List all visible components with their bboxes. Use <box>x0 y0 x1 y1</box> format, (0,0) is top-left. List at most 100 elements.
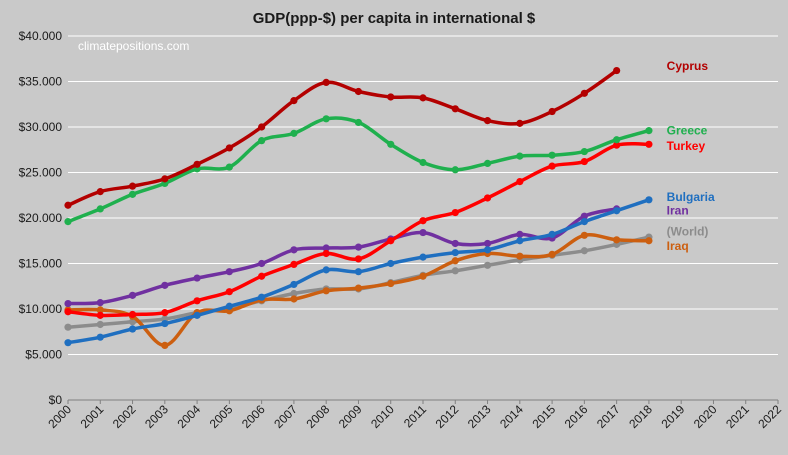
data-point-world <box>128 318 137 326</box>
data-point-turkey <box>161 309 169 317</box>
data-point-iran <box>161 281 169 289</box>
data-point-bulgaria <box>225 302 233 310</box>
data-point-iraq <box>161 341 169 349</box>
data-point-iran <box>419 228 427 237</box>
data-point-cyprus <box>354 87 363 96</box>
data-point-iraq <box>548 250 556 258</box>
data-point-turkey <box>645 140 653 148</box>
data-point-greece <box>128 190 137 198</box>
data-point-iran <box>96 299 104 307</box>
data-point-world <box>96 320 104 329</box>
data-point-bulgaria <box>548 230 556 238</box>
data-point-greece <box>387 140 395 148</box>
data-point-bulgaria <box>258 293 266 301</box>
data-point-turkey <box>613 141 621 149</box>
data-point-turkey <box>548 162 556 170</box>
data-point-world <box>580 247 588 255</box>
data-point-greece <box>354 118 363 127</box>
data-point-iran <box>354 243 363 251</box>
data-point-turkey <box>419 217 427 225</box>
data-point-greece <box>451 166 459 174</box>
series-label-turkey: Turkey <box>667 139 706 153</box>
data-point-iran <box>516 230 524 238</box>
data-point-iraq <box>290 295 298 303</box>
data-point-world <box>64 323 72 331</box>
data-point-greece <box>258 137 266 145</box>
data-point-iraq <box>354 284 363 292</box>
y-tick-label: $40.000 <box>19 29 63 43</box>
data-point-cyprus <box>322 78 330 87</box>
series-label-world: (World) <box>667 225 709 239</box>
data-point-greece <box>290 129 298 137</box>
data-point-bulgaria <box>354 268 363 276</box>
data-point-bulgaria <box>451 248 459 257</box>
data-point-turkey <box>354 255 363 263</box>
data-point-bulgaria <box>161 319 169 328</box>
y-tick-label: $15.000 <box>19 257 63 271</box>
data-point-cyprus <box>419 94 427 102</box>
data-point-iran <box>128 291 137 299</box>
data-point-cyprus <box>548 107 556 116</box>
data-point-turkey <box>580 157 588 166</box>
data-point-turkey <box>193 297 201 305</box>
data-point-cyprus <box>516 119 524 127</box>
watermark-text: climatepositions.com <box>78 39 189 53</box>
data-point-iraq <box>613 236 621 244</box>
data-point-cyprus <box>96 188 104 196</box>
data-point-bulgaria <box>419 253 427 261</box>
data-point-greece <box>419 158 427 167</box>
y-tick-label: $0 <box>49 393 63 407</box>
data-point-bulgaria <box>580 218 588 226</box>
data-point-turkey <box>225 288 233 296</box>
data-point-iraq <box>96 306 104 314</box>
data-point-world <box>451 267 459 275</box>
data-point-cyprus <box>161 175 169 183</box>
data-point-turkey <box>64 308 72 316</box>
data-point-world <box>290 289 298 298</box>
data-point-greece <box>64 218 72 226</box>
y-tick-label: $25.000 <box>19 166 63 180</box>
data-point-bulgaria <box>193 311 201 319</box>
data-point-bulgaria <box>387 259 395 268</box>
series-cyprus <box>64 66 621 209</box>
data-point-turkey <box>451 208 459 217</box>
data-point-cyprus <box>483 117 492 125</box>
data-point-bulgaria <box>516 237 524 245</box>
data-point-iraq <box>516 252 524 260</box>
data-point-bulgaria <box>483 246 492 254</box>
data-point-turkey <box>290 260 298 269</box>
series-label-iraq: Iraq <box>667 239 689 253</box>
y-tick-label: $10.000 <box>19 302 63 316</box>
data-point-bulgaria <box>290 280 298 289</box>
data-point-cyprus <box>64 201 72 209</box>
data-point-iraq <box>645 237 653 245</box>
data-point-world <box>483 261 492 269</box>
data-point-turkey <box>128 310 137 319</box>
data-point-greece <box>96 205 104 213</box>
data-point-turkey <box>96 311 104 319</box>
data-point-bulgaria <box>128 325 137 333</box>
data-point-bulgaria <box>613 207 621 215</box>
data-point-iran <box>483 239 492 248</box>
series-label-cyprus: Cyprus <box>667 59 709 73</box>
data-point-greece <box>516 152 524 160</box>
data-point-turkey <box>387 237 395 245</box>
data-point-iraq <box>580 231 588 239</box>
series-label-bulgaria: Bulgaria <box>667 190 715 204</box>
data-point-greece <box>225 163 233 171</box>
data-point-iran <box>322 244 330 252</box>
y-tick-label: $35.000 <box>19 75 63 89</box>
data-point-cyprus <box>580 89 588 97</box>
data-point-turkey <box>258 272 266 280</box>
data-point-bulgaria <box>645 196 653 204</box>
data-point-iran <box>451 239 459 248</box>
data-point-cyprus <box>193 160 201 168</box>
data-point-iran <box>258 259 266 268</box>
data-point-greece <box>548 151 556 159</box>
data-point-cyprus <box>225 144 233 152</box>
data-point-greece <box>580 147 588 156</box>
